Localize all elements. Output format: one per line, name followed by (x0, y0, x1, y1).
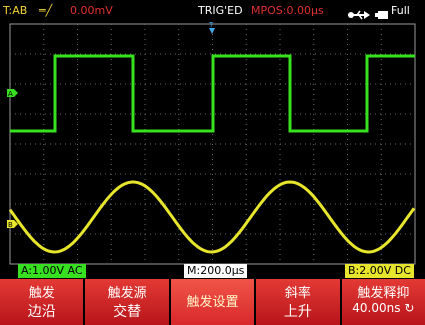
trigger-state: TRIG'ED (198, 4, 243, 17)
menu-slope-value: 上升 (283, 304, 312, 320)
softkey-menu: 触发 边沿 触发源 交替 触发设置 斜率 上升 触发释抑 40.00ns ↻ (0, 279, 425, 325)
menu-trigger-type[interactable]: 触发 边沿 (0, 279, 84, 325)
channel-a-marker[interactable]: A (7, 89, 18, 98)
menu-trigger-type-title: 触发 (28, 286, 55, 301)
timebase-scale: M:200.0μs (184, 264, 248, 278)
menu-slope-title: 斜率 (284, 286, 311, 301)
trigger-position-marker[interactable]: T (208, 22, 215, 34)
menu-holdoff[interactable]: 触发释抑 40.00ns ↻ (341, 279, 425, 325)
menu-trigger-source-title: 触发源 (107, 286, 147, 301)
svg-text:A: A (8, 90, 13, 98)
channel-a-waveform (10, 54, 415, 133)
trigger-info: T:AB (3, 4, 28, 17)
menu-trigger-type-value: 边沿 (27, 304, 56, 320)
battery-status: Full (391, 4, 410, 17)
usb-icon (348, 6, 370, 28)
menu-holdoff-title: 触发释抑 (357, 286, 410, 301)
status-bar: T:AB ═╱ 0.00mV TRIG'ED MPOS:0.00μs Full (0, 0, 425, 22)
svg-text:B: B (8, 221, 13, 229)
channel-a-scale: A:1.00V AC (18, 264, 86, 278)
channel-b-waveform (8, 180, 416, 254)
trigger-edge-icon: ═╱ (39, 4, 53, 17)
waveform-plot: T A B (7, 22, 416, 265)
menu-trigger-source-value: 交替 (113, 304, 142, 320)
horizontal-position: MPOS:0.00μs (251, 4, 324, 17)
battery-icon (375, 6, 389, 28)
trigger-level: 0.00mV (70, 4, 113, 17)
menu-slope[interactable]: 斜率 上升 (256, 279, 340, 325)
menu-trigger-source[interactable]: 触发源 交替 (85, 279, 169, 325)
channel-b-scale: B:2.00V DC (345, 264, 414, 278)
menu-trigger-setup-title: 触发设置 (186, 295, 239, 310)
svg-text:T: T (208, 22, 214, 29)
menu-holdoff-value: 40.00ns ↻ (342, 301, 425, 315)
menu-holdoff-value-text: 40.00ns (352, 301, 401, 315)
menu-trigger-setup[interactable]: 触发设置 (170, 279, 255, 325)
channel-b-marker[interactable]: B (7, 220, 18, 229)
rotate-knob-icon: ↻ (404, 301, 415, 315)
